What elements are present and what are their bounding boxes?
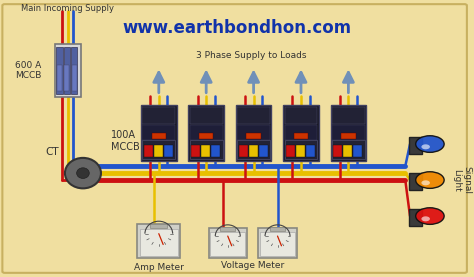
Bar [409,209,422,226]
Circle shape [421,144,430,149]
Text: 600 A
MCCB: 600 A MCCB [15,61,42,80]
Bar [55,44,81,97]
Ellipse shape [77,168,89,178]
Bar [150,224,167,228]
Text: Voltage Meter: Voltage Meter [221,261,284,270]
Bar [286,145,295,157]
Bar [332,107,365,124]
Bar [259,145,268,157]
Circle shape [416,136,444,152]
Bar [71,47,77,94]
Bar [333,145,342,157]
Bar [341,133,356,138]
Text: 100A
MCCB: 100A MCCB [111,130,140,152]
Bar [284,107,317,124]
Bar [284,125,317,140]
Bar [248,145,258,157]
Bar [296,145,305,157]
Bar [144,145,153,157]
Bar [284,140,317,159]
Bar [190,125,223,140]
Bar [154,145,163,157]
Bar [209,228,247,258]
Bar [343,145,353,157]
Bar [210,232,245,256]
Bar [236,105,271,161]
Circle shape [416,208,444,224]
Bar [164,145,173,157]
Text: CT: CT [46,147,59,157]
Bar [57,65,62,91]
Bar [152,133,166,138]
Bar [306,145,315,157]
Bar [270,227,285,231]
Bar [332,140,365,159]
Bar [64,65,69,91]
Text: www.earthbondhon.com: www.earthbondhon.com [122,19,352,37]
Circle shape [421,180,430,185]
Bar [142,125,175,140]
Bar [190,140,223,159]
Bar [56,47,63,94]
Ellipse shape [65,158,101,188]
Bar [258,228,297,258]
Bar [64,47,70,94]
Bar [220,227,236,231]
Bar [142,140,175,159]
Bar [332,125,365,140]
Bar [139,229,178,256]
Bar [409,137,422,154]
Bar [237,107,270,124]
Bar [201,145,210,157]
Text: 3 Phase Supply to Loads: 3 Phase Supply to Loads [196,51,307,60]
Circle shape [416,172,444,188]
Bar [283,105,319,161]
Bar [72,65,77,91]
Bar [237,125,270,140]
Bar [353,145,363,157]
Text: Amp Meter: Amp Meter [134,263,184,272]
Bar [142,107,175,124]
Bar [294,133,308,138]
Bar [246,133,261,138]
Bar [238,145,247,157]
Bar [237,140,270,159]
Bar [189,105,224,161]
Text: Signal
Light: Signal Light [453,166,472,194]
Bar [137,224,180,258]
Bar [191,145,200,157]
Bar [141,105,176,161]
Circle shape [421,216,430,221]
Bar [260,232,295,256]
Bar [331,105,366,161]
FancyBboxPatch shape [2,4,467,273]
Bar [409,173,422,190]
Text: Main Incoming Supply: Main Incoming Supply [21,4,114,13]
Bar [211,145,220,157]
Bar [199,133,213,138]
Bar [190,107,223,124]
